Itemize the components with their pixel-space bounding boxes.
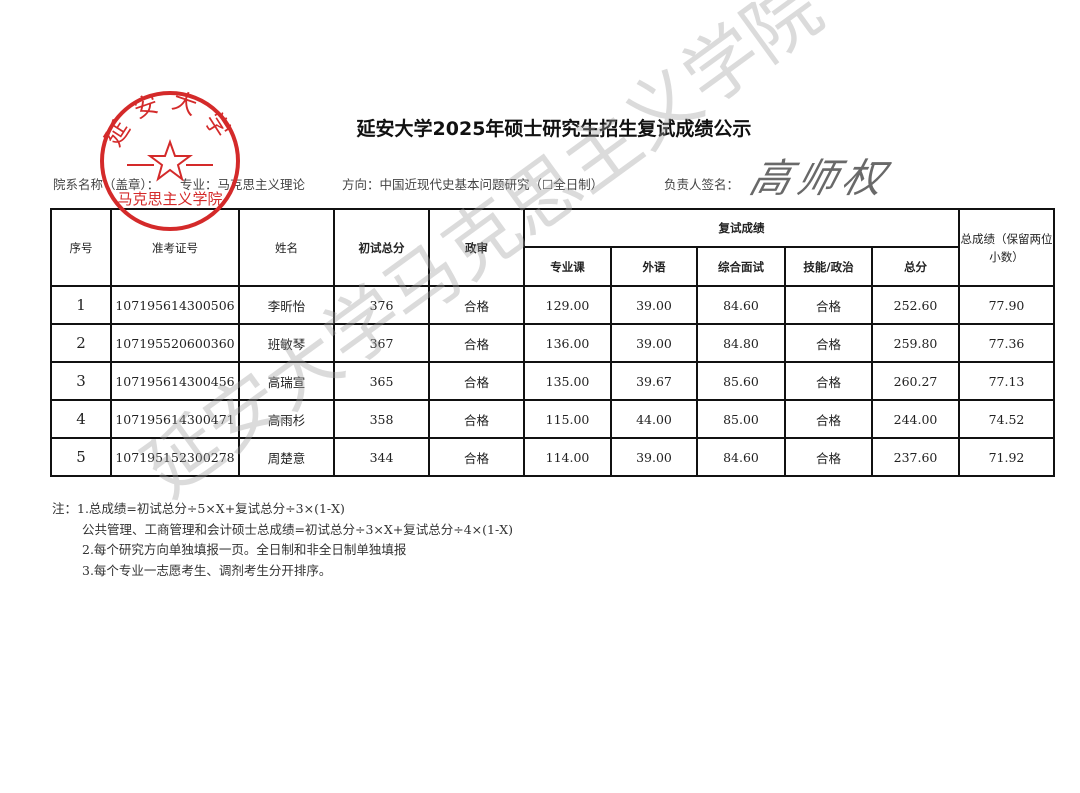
cell-exam-id: 107195152300278: [110, 437, 240, 477]
header-foreign-language: 外语: [610, 246, 698, 287]
header-seq: 序号: [50, 208, 112, 287]
cell-political: 合格: [428, 285, 525, 325]
cell-interview: 85.60: [696, 361, 786, 401]
header-total: 总成绩（保留两位小数）: [958, 208, 1055, 287]
cell-political: 合格: [428, 437, 525, 477]
cell-major-course: 115.00: [523, 399, 612, 439]
header-interview: 综合面试: [696, 246, 786, 287]
cell-interview: 84.80: [696, 323, 786, 363]
cell-skill-politics: 合格: [784, 285, 873, 325]
cell-retest-total: 237.60: [871, 437, 960, 477]
cell-prelim: 376: [333, 285, 430, 325]
signature: 高师权: [744, 156, 896, 202]
cell-prelim: 358: [333, 399, 430, 439]
cell-name: 高瑞宣: [238, 361, 335, 401]
cell-major-course: 129.00: [523, 285, 612, 325]
cell-total: 77.90: [958, 285, 1055, 325]
note-2: 2.每个研究方向单独填报一页。全日制和非全日制单独填报: [82, 542, 407, 557]
cell-seq: 4: [50, 399, 112, 439]
cell-interview: 84.60: [696, 285, 786, 325]
header-prelim: 初试总分: [333, 208, 430, 287]
cell-foreign-language: 39.67: [610, 361, 698, 401]
cell-prelim: 367: [333, 323, 430, 363]
cell-skill-politics: 合格: [784, 361, 873, 401]
department-label: 院系名称（盖章）：: [53, 177, 160, 192]
note-1: 注：1.总成绩=初试总分÷5×X+复试总分÷3×(1-X): [52, 501, 345, 516]
cell-total: 74.52: [958, 399, 1055, 439]
cell-skill-politics: 合格: [784, 399, 873, 439]
cell-exam-id: 107195614300471: [110, 399, 240, 439]
header-name: 姓名: [238, 208, 335, 287]
table-row: 5 107195152300278 周楚意 344 合格 114.00 39.00 84.60…: [50, 437, 1055, 477]
table-row: 4 107195614300471 高雨杉 358 合格 115.00 44.00 85.00…: [50, 399, 1055, 439]
cell-retest-total: 260.27: [871, 361, 960, 401]
note-1b: 公共管理、工商管理和会计硕士总成绩=初试总分÷3×X+复试总分÷4×(1-X): [82, 521, 513, 537]
notes: 注：1.总成绩=初试总分÷5×X+复试总分÷3×(1-X) 公共管理、工商管理和…: [52, 499, 513, 581]
cell-major-course: 114.00: [523, 437, 612, 477]
cell-foreign-language: 39.00: [610, 285, 698, 325]
cell-major-course: 135.00: [523, 361, 612, 401]
cell-skill-politics: 合格: [784, 437, 873, 477]
cell-prelim: 344: [333, 437, 430, 477]
table-row: 1 107195614300506 李昕怡 376 合格 129.00 39.00 84.60…: [50, 285, 1055, 325]
cell-prelim: 365: [333, 361, 430, 401]
note-3: 3.每个专业一志愿考生、调剂考生分开排序。: [82, 562, 332, 578]
cell-name: 高雨杉: [238, 399, 335, 439]
cell-exam-id: 107195520600360: [110, 323, 240, 363]
major: 专业：马克思主义理论: [180, 177, 306, 192]
cell-foreign-language: 39.00: [610, 323, 698, 363]
cell-major-course: 136.00: [523, 323, 612, 363]
cell-political: 合格: [428, 399, 525, 439]
cell-exam-id: 107195614300456: [110, 361, 240, 401]
table-row: 2 107195520600360 班敏琴 367 合格 136.00 39.00 84.80…: [50, 323, 1055, 363]
cell-total: 77.36: [958, 323, 1055, 363]
signer-label: 负责人签名：: [664, 177, 740, 192]
header-political: 政审: [428, 208, 525, 287]
cell-political: 合格: [428, 323, 525, 363]
cell-retest-total: 244.00: [871, 399, 960, 439]
cell-foreign-language: 44.00: [610, 399, 698, 439]
header-major-course: 专业课: [523, 246, 612, 287]
page-title: 延安大学2025年硕士研究生招生复试成绩公示: [356, 118, 752, 140]
score-table: 序号 准考证号 姓名 初试总分 政审 复试成绩 总成绩（保留两位小数） 专业课 …: [50, 208, 1055, 477]
cell-seq: 3: [50, 361, 112, 401]
cell-total: 71.92: [958, 437, 1055, 477]
cell-retest-total: 259.80: [871, 323, 960, 363]
cell-foreign-language: 39.00: [610, 437, 698, 477]
cell-political: 合格: [428, 361, 525, 401]
cell-name: 周楚意: [238, 437, 335, 477]
direction: 方向：中国近现代史基本问题研究（☐全日制）: [342, 177, 604, 192]
cell-total: 77.13: [958, 361, 1055, 401]
cell-name: 李昕怡: [238, 285, 335, 325]
table-row: 3 107195614300456 高瑞宣 365 合格 135.00 39.67 85.60…: [50, 361, 1055, 401]
cell-interview: 85.00: [696, 399, 786, 439]
cell-seq: 5: [50, 437, 112, 477]
header-skill-politics: 技能/政治: [784, 246, 873, 287]
cell-name: 班敏琴: [238, 323, 335, 363]
header-retest: 复试成绩: [523, 208, 960, 248]
cell-seq: 1: [50, 285, 112, 325]
cell-retest-total: 252.60: [871, 285, 960, 325]
cell-exam-id: 107195614300506: [110, 285, 240, 325]
header-retest-total: 总分: [871, 246, 960, 287]
cell-seq: 2: [50, 323, 112, 363]
cell-skill-politics: 合格: [784, 323, 873, 363]
cell-interview: 84.60: [696, 437, 786, 477]
header-exam-id: 准考证号: [110, 208, 240, 287]
